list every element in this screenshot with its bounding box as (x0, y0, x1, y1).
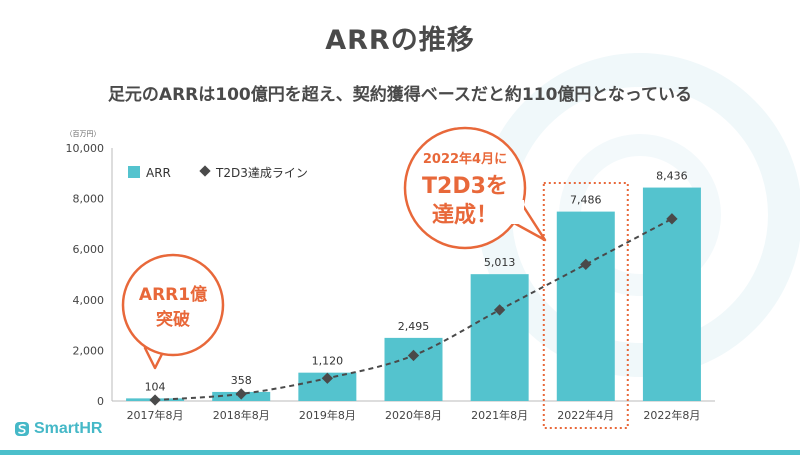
y-tick-label: 8,000 (73, 193, 105, 206)
bar (470, 274, 529, 401)
legend-label-t2d3: T2D3達成ライン (215, 166, 308, 180)
line-point (321, 372, 334, 384)
line-point (235, 388, 247, 400)
legend-label-arr: ARR (146, 166, 171, 180)
line-point (149, 394, 161, 406)
data-label: 1,120 (312, 355, 344, 368)
bar (556, 211, 615, 401)
legend-marker-t2d3 (199, 165, 211, 177)
page-title: ARRの推移 (325, 25, 475, 56)
x-tick-label: 2022年4月 (557, 408, 614, 422)
x-tick-label: 2017年8月 (127, 408, 184, 422)
y-axis-unit: （百万円） (66, 130, 101, 138)
callout-text-t2d3-line3: 達成！ (432, 202, 498, 228)
callout-bubble-t2d3 (403, 126, 527, 250)
data-label: 104 (145, 380, 166, 393)
page-subtitle: 足元のARRは100億円を超え、契約獲得ベースだと約110億円となっている (107, 85, 693, 105)
bar (384, 337, 443, 401)
y-tick-label: 6,000 (73, 243, 105, 256)
callout-text-t2d3-line2: T2D3を (422, 174, 508, 199)
data-label: 8,436 (656, 170, 688, 183)
callout-bubble-arr (121, 253, 225, 357)
logo-text: SmartHR (34, 420, 103, 437)
data-label: 2,495 (398, 320, 430, 333)
x-tick-label: 2018年8月 (213, 408, 270, 422)
y-tick-label: 2,000 (73, 344, 105, 357)
x-tick-label: 2021年8月 (471, 408, 528, 422)
callout-tail-mask (506, 200, 524, 224)
x-tick-label: 2020年8月 (385, 408, 442, 422)
callout-text-arr-line1: ARR1億 (139, 284, 207, 305)
data-label: 7,486 (570, 194, 602, 207)
callout-tail-mask (152, 335, 172, 349)
line-point (493, 304, 506, 316)
callout-text-arr-line2: 突破 (156, 309, 190, 330)
highlight-frame (542, 182, 629, 429)
data-label: 5,013 (484, 256, 516, 269)
x-tick-label: 2022年8月 (643, 408, 700, 422)
data-label: 358 (231, 374, 252, 387)
callout-text-t2d3-line1: 2022年4月に (423, 151, 507, 167)
legend-swatch-arr (128, 166, 140, 178)
y-tick-label: 4,000 (73, 294, 105, 307)
line-point (580, 258, 592, 271)
line-point (407, 349, 420, 362)
x-tick-label: 2019年8月 (299, 408, 356, 422)
y-tick-label: 10,000 (66, 142, 105, 155)
bottom-bar (0, 450, 800, 455)
line-point (666, 213, 678, 225)
smarthr-logo: SmartHR (14, 420, 102, 438)
y-tick-label: 0 (97, 395, 104, 408)
smarthr-logo-icon (15, 422, 29, 436)
